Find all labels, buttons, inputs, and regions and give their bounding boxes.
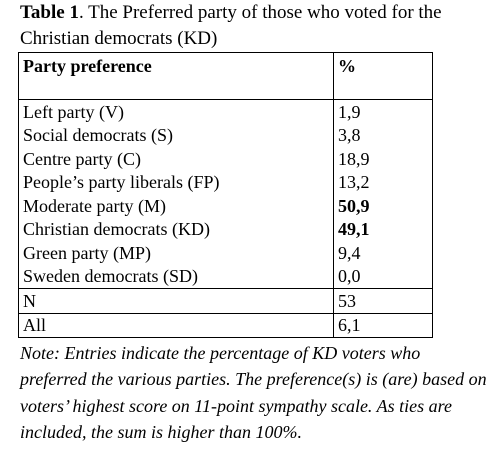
- table-row: People’s party liberals (FP) 13,2: [18, 170, 433, 194]
- percent-cell: 18,9: [333, 147, 433, 171]
- percent-cell: 3,8: [333, 123, 433, 147]
- percent-cell: 0,0: [333, 264, 433, 289]
- table-row: Christian democrats (KD) 49,1: [18, 217, 433, 241]
- party-cell: Left party (V): [18, 99, 334, 124]
- party-cell: Social democrats (S): [18, 123, 334, 147]
- caption-label: Table 1: [20, 2, 79, 23]
- table-row: All 6,1: [18, 313, 433, 338]
- percent-cell: 50,9: [333, 194, 433, 218]
- table: Party preference % Left party (V) 1,9 Soci…: [18, 52, 433, 338]
- percent-cell: 53: [333, 288, 433, 314]
- table-note: Note: Entries indicate the percentage of…: [20, 343, 487, 442]
- party-cell: N: [18, 288, 334, 314]
- party-cell: Moderate party (M): [18, 194, 334, 218]
- caption-text: . The Preferred party of those who voted…: [20, 2, 442, 49]
- party-cell: People’s party liberals (FP): [18, 170, 334, 194]
- column-header: Party preference: [18, 52, 334, 100]
- party-cell: Centre party (C): [18, 147, 334, 171]
- party-cell: Sweden democrats (SD): [18, 264, 334, 289]
- column-header: %: [333, 52, 433, 100]
- percent-cell: 13,2: [333, 170, 433, 194]
- header-row: Party preference %: [18, 52, 433, 100]
- percent-cell: 1,9: [333, 99, 433, 124]
- table-row: Centre party (C) 18,9: [18, 147, 433, 171]
- table-row: N 53: [18, 288, 433, 314]
- percent-cell: 49,1: [333, 217, 433, 241]
- table-row: Left party (V) 1,9: [18, 99, 433, 124]
- party-cell: Green party (MP): [18, 241, 334, 265]
- percent-cell: 9,4: [333, 241, 433, 265]
- table-row: Moderate party (M) 50,9: [18, 194, 433, 218]
- table-body: Left party (V) 1,9 Social democrats (S) 3,8…: [18, 99, 433, 338]
- percent-cell: 6,1: [333, 313, 433, 338]
- party-cell: All: [18, 313, 334, 338]
- table-row: Sweden democrats (SD) 0,0: [18, 264, 433, 289]
- party-cell: Christian democrats (KD): [18, 217, 334, 241]
- table-row: Green party (MP) 9,4: [18, 241, 433, 265]
- table-caption: Table 1. The Preferred party of those wh…: [20, 0, 490, 52]
- table-row: Social democrats (S) 3,8: [18, 123, 433, 147]
